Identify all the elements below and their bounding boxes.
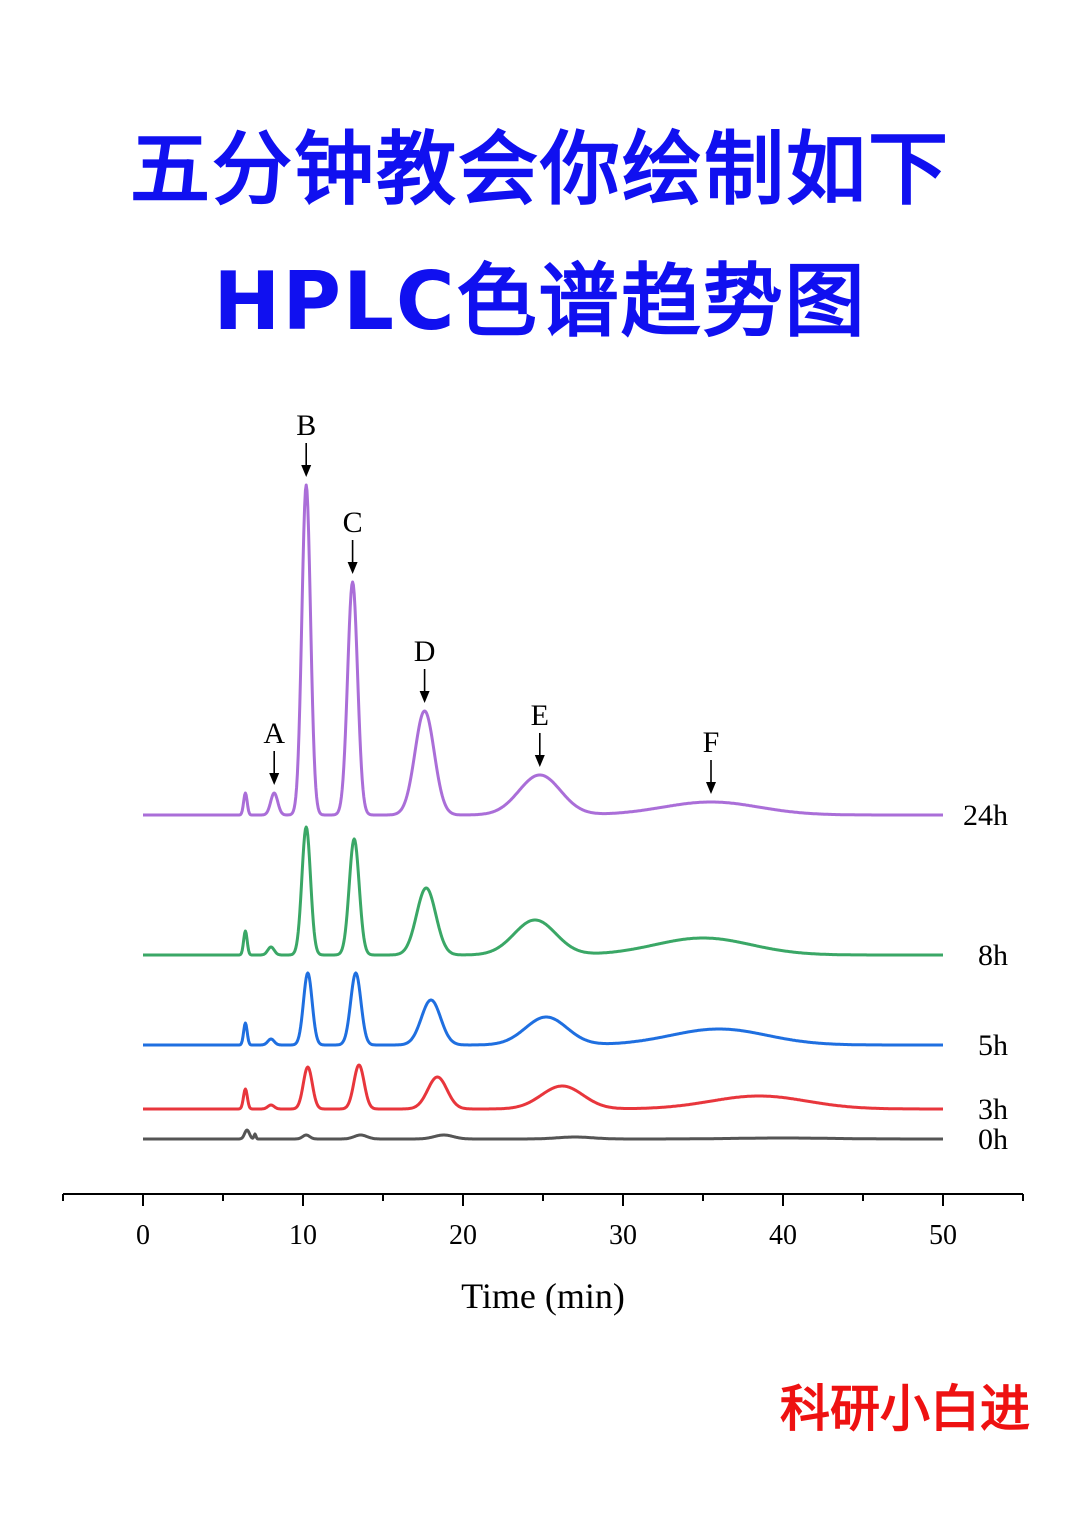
series-line-24h bbox=[142, 483, 944, 817]
title-line-2: HPLC色谱趋势图 bbox=[213, 255, 867, 348]
annotation-arrowhead-A bbox=[269, 773, 280, 785]
annotation-label-D: D bbox=[414, 635, 436, 668]
x-tick-label: 20 bbox=[449, 1220, 477, 1251]
x-axis-label: Time (min) bbox=[461, 1276, 625, 1316]
x-tick-label: 40 bbox=[769, 1220, 797, 1251]
series-line-5h bbox=[142, 971, 944, 1047]
x-axis: 0 10 20 30 40 50 bbox=[62, 1193, 1024, 1251]
annotation-arrowhead-D bbox=[419, 691, 430, 703]
peak-annotations: A B C D E F bbox=[263, 409, 719, 794]
series-line-3h bbox=[142, 1063, 944, 1111]
annotation-arrowhead-B bbox=[301, 465, 312, 477]
series-label-8h: 8h bbox=[978, 939, 1008, 972]
annotation-label-C: C bbox=[343, 506, 363, 539]
annotation-arrowhead-F bbox=[706, 782, 716, 794]
x-tick-label: 50 bbox=[929, 1220, 957, 1251]
annotation-label-F: F bbox=[703, 726, 720, 759]
x-tick-label: 0 bbox=[136, 1220, 150, 1251]
watermark-text: 科研小白进 bbox=[780, 1380, 1030, 1438]
annotation-arrowhead-E bbox=[534, 754, 545, 767]
annotation-label-A: A bbox=[263, 717, 285, 750]
x-tick-label: 10 bbox=[289, 1220, 317, 1251]
annotation-label-B: B bbox=[296, 409, 316, 442]
title-line-1: 五分钟教会你绘制如下 bbox=[130, 123, 950, 216]
series-line-8h bbox=[142, 825, 944, 957]
annotation-label-E: E bbox=[531, 699, 549, 732]
x-tick-label: 30 bbox=[609, 1220, 637, 1251]
series-label-0h: 0h bbox=[978, 1123, 1008, 1156]
annotation-arrowhead-C bbox=[347, 562, 358, 574]
series-line-0h bbox=[142, 1128, 944, 1141]
series-label-3h: 3h bbox=[978, 1093, 1008, 1126]
series-label-24h: 24h bbox=[963, 799, 1008, 832]
series-label-5h: 5h bbox=[978, 1029, 1008, 1062]
